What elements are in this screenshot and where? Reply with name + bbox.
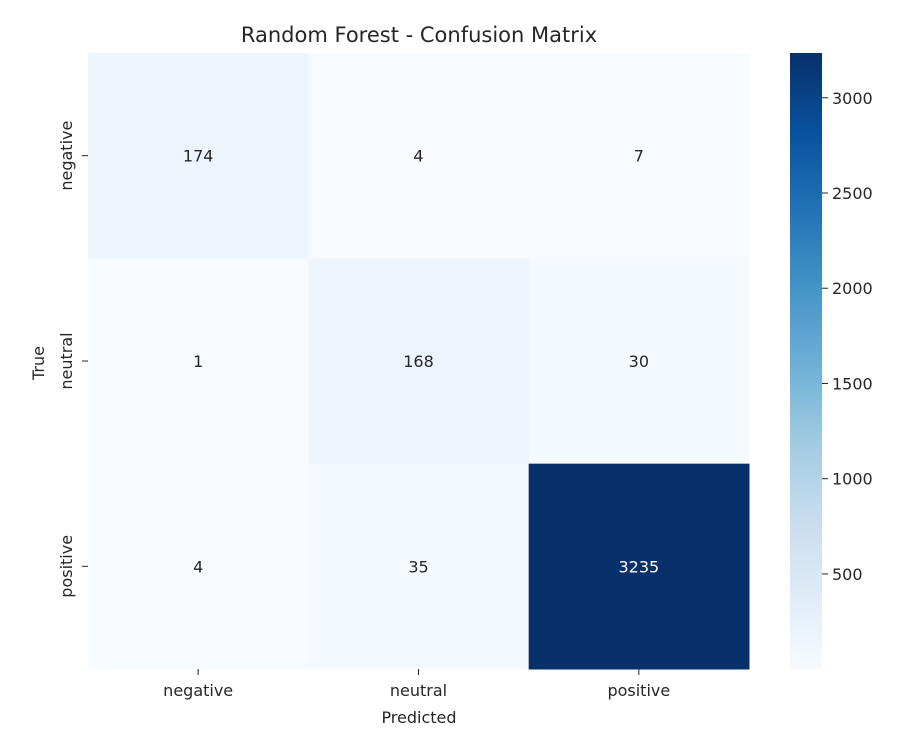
- heatmap-cell: [528, 258, 750, 465]
- colorbar-tick-label: 2500: [832, 184, 873, 203]
- y-tick-label: negative: [57, 121, 76, 191]
- heatmap-cell: [308, 53, 530, 259]
- x-tick-label: positive: [607, 681, 670, 700]
- colorbar-ticks: 500 1000 1500 2000 2500 3000: [822, 89, 873, 584]
- cell-value-label: 174: [183, 147, 214, 166]
- cell-value-label: 7: [634, 147, 644, 166]
- colorbar-tick-label: 1500: [832, 374, 873, 393]
- heatmap-cell: [88, 53, 309, 259]
- cell-value-label: 35: [408, 557, 428, 576]
- cell-value-label: 3235: [618, 557, 659, 576]
- heatmap-cell: [308, 258, 530, 465]
- colorbar-tick-label: 3000: [832, 89, 873, 108]
- colorbar: [790, 53, 822, 669]
- heatmap-cell: [308, 463, 530, 670]
- heatmap-cell: [88, 463, 309, 670]
- y-tick-label: neutral: [57, 332, 76, 389]
- colorbar-tick-label: 500: [832, 565, 863, 584]
- cell-value-label: 30: [629, 352, 649, 371]
- heatmap-cells: 174 4 7 1 168 30 4 35 3235: [88, 53, 750, 670]
- y-tick-label: positive: [57, 535, 76, 598]
- colorbar-tick-label: 1000: [832, 470, 873, 489]
- cell-value-label: 4: [413, 147, 423, 166]
- heatmap-cell: [528, 53, 750, 259]
- cell-value-label: 168: [403, 352, 434, 371]
- y-axis-ticks: negative neutral positive: [57, 121, 88, 598]
- x-axis-ticks: negative neutral positive: [163, 669, 670, 700]
- chart-title: Random Forest - Confusion Matrix: [241, 23, 597, 47]
- x-tick-label: neutral: [390, 681, 447, 700]
- heatmap-cell: [88, 258, 309, 465]
- heatmap-cell: [528, 463, 750, 670]
- cell-value-label: 4: [193, 557, 203, 576]
- colorbar-tick-label: 2000: [832, 279, 873, 298]
- x-axis-label: Predicted: [381, 708, 456, 727]
- x-tick-label: negative: [163, 681, 233, 700]
- cell-value-label: 1: [193, 352, 203, 371]
- y-axis-label: True: [29, 346, 48, 381]
